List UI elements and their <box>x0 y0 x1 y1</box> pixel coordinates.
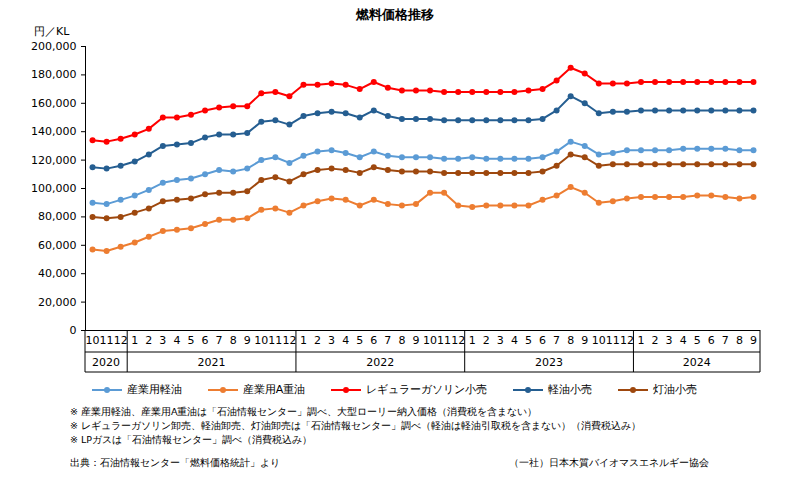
svg-text:8: 8 <box>567 334 574 347</box>
svg-text:3: 3 <box>497 334 504 347</box>
html-text:円／KL: 円／KL <box>34 25 70 38</box>
svg-text:2: 2 <box>483 334 490 347</box>
svg-text:8: 8 <box>398 334 405 347</box>
svg-text:10: 10 <box>592 334 606 347</box>
svg-text:20,000: 20,000 <box>38 296 77 309</box>
svg-text:9: 9 <box>581 334 588 347</box>
svg-text:160,000: 160,000 <box>31 97 77 110</box>
html-text:産業用A重油: 産業用A重油 <box>242 383 306 396</box>
svg-text:140,000: 140,000 <box>31 125 77 138</box>
svg-text:9: 9 <box>244 334 251 347</box>
svg-text:7: 7 <box>553 334 560 347</box>
html-text:燃料価格推移: 燃料価格推移 <box>355 7 434 22</box>
svg-text:2023: 2023 <box>535 356 563 369</box>
svg-text:10: 10 <box>254 334 268 347</box>
svg-text:4: 4 <box>173 334 180 347</box>
svg-text:60,000: 60,000 <box>38 239 77 252</box>
html-text:※ 産業用軽油、産業用A重油は「石油情報センター」調べ、大型: ※ 産業用軽油、産業用A重油は「石油情報センター」調べ、大型ローリー納入価格（消… <box>70 406 538 417</box>
svg-text:5: 5 <box>694 334 701 347</box>
html-text:灯油小売: 灯油小売 <box>653 383 698 396</box>
html-text:レギュラーガソリン小売: レギュラーガソリン小売 <box>366 383 488 396</box>
svg-text:200,000: 200,000 <box>31 40 77 53</box>
svg-text:2024: 2024 <box>683 356 711 369</box>
svg-text:12: 12 <box>620 334 634 347</box>
svg-text:8: 8 <box>736 334 743 347</box>
svg-text:9: 9 <box>750 334 757 347</box>
svg-text:8: 8 <box>230 334 237 347</box>
svg-text:2: 2 <box>652 334 659 347</box>
svg-text:1: 1 <box>131 334 138 347</box>
html-text:※ LPガスは「石油情報センター」調べ（消費税込み）: ※ LPガスは「石油情報センター」調べ（消費税込み） <box>70 434 312 445</box>
svg-text:11: 11 <box>100 334 114 347</box>
svg-text:12: 12 <box>451 334 465 347</box>
svg-text:5: 5 <box>356 334 363 347</box>
svg-text:11: 11 <box>437 334 451 347</box>
html-text:軽油小売: 軽油小売 <box>548 383 593 396</box>
svg-text:7: 7 <box>722 334 729 347</box>
svg-text:12: 12 <box>282 334 296 347</box>
svg-text:2: 2 <box>314 334 321 347</box>
svg-text:12: 12 <box>114 334 128 347</box>
svg-text:10: 10 <box>86 334 100 347</box>
svg-text:1: 1 <box>469 334 476 347</box>
svg-text:180,000: 180,000 <box>31 68 77 81</box>
svg-text:6: 6 <box>202 334 209 347</box>
svg-text:7: 7 <box>384 334 391 347</box>
svg-text:0: 0 <box>70 324 77 337</box>
svg-text:5: 5 <box>187 334 194 347</box>
svg-text:120,000: 120,000 <box>31 154 77 167</box>
svg-text:4: 4 <box>680 334 687 347</box>
svg-text:80,000: 80,000 <box>38 210 77 223</box>
html-text:（一社）日本木質バイオマスエネルギー協会: （一社）日本木質バイオマスエネルギー協会 <box>509 457 709 468</box>
svg-text:6: 6 <box>370 334 377 347</box>
svg-text:7: 7 <box>216 334 223 347</box>
svg-text:6: 6 <box>539 334 546 347</box>
svg-text:4: 4 <box>511 334 518 347</box>
svg-text:100,000: 100,000 <box>31 182 77 195</box>
svg-text:9: 9 <box>412 334 419 347</box>
svg-text:6: 6 <box>708 334 715 347</box>
svg-text:3: 3 <box>328 334 335 347</box>
svg-text:2020: 2020 <box>92 356 120 369</box>
svg-text:4: 4 <box>342 334 349 347</box>
html-text:出典：石油情報センター「燃料価格統計」より: 出典：石油情報センター「燃料価格統計」より <box>70 457 280 468</box>
svg-text:3: 3 <box>159 334 166 347</box>
svg-text:1: 1 <box>300 334 307 347</box>
svg-text:2021: 2021 <box>198 356 226 369</box>
svg-text:5: 5 <box>525 334 532 347</box>
svg-text:40,000: 40,000 <box>38 267 77 280</box>
svg-text:11: 11 <box>606 334 620 347</box>
svg-text:3: 3 <box>666 334 673 347</box>
svg-text:11: 11 <box>268 334 282 347</box>
svg-text:1: 1 <box>637 334 644 347</box>
svg-text:2: 2 <box>145 334 152 347</box>
svg-text:10: 10 <box>423 334 437 347</box>
svg-text:2022: 2022 <box>366 356 394 369</box>
html-text:※ レギュラーガソリン卸売、軽油卸売、灯油卸売は「石油情報セ: ※ レギュラーガソリン卸売、軽油卸売、灯油卸売は「石油情報センター」調べ（軽油は… <box>70 420 641 431</box>
html-text:産業用軽油: 産業用軽油 <box>126 383 182 396</box>
